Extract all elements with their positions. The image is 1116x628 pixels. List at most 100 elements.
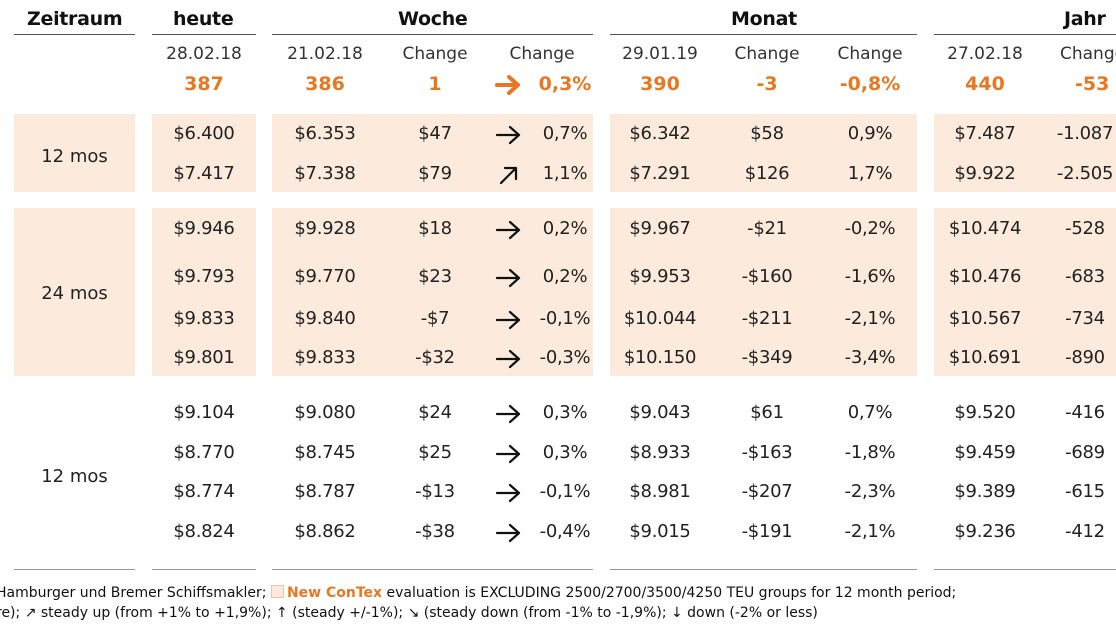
cell-mchg: -$191: [741, 521, 793, 542]
cell-mchg: -$211: [741, 308, 793, 329]
cell-monat: $6.342: [629, 123, 691, 144]
index-heute: 387: [184, 73, 224, 95]
index-woche-change: 1: [428, 73, 442, 95]
cell-woche: $9.833: [294, 347, 356, 368]
index-monat: 390: [640, 73, 680, 95]
group-label: 12 mos: [41, 146, 108, 167]
cell-woche: $8.745: [294, 442, 356, 463]
cell-heute: $9.946: [173, 218, 235, 239]
cell-jchg: -689: [1065, 442, 1105, 463]
group-shade: [934, 208, 1116, 376]
cell-wpct: -0,1%: [539, 308, 591, 329]
footer-line-1: Hamburger und Bremer Schiffsmakler; New …: [0, 585, 956, 601]
cell-woche: $9.928: [294, 218, 356, 239]
arrow-right-icon: [495, 75, 520, 95]
cell-monat: $10.044: [623, 308, 697, 329]
group-shade: [14, 208, 135, 376]
footer-note: evaluation is EXCLUDING 2500/2700/3500/4…: [382, 585, 957, 601]
cell-woche: $9.770: [294, 266, 356, 287]
cell-heute: $9.833: [173, 308, 235, 329]
bottom-rule: [152, 569, 256, 570]
header-woche: Woche: [398, 8, 468, 30]
cell-monat: $10.150: [623, 347, 697, 368]
group-shade: [14, 114, 135, 192]
cell-mpct: 0,7%: [847, 402, 893, 423]
cell-heute: $9.801: [173, 347, 235, 368]
footer-source: Hamburger und Bremer Schiffsmakler;: [0, 585, 267, 601]
monat-change-label: Change: [734, 44, 800, 64]
cell-heute: $8.770: [173, 442, 235, 463]
cell-jahr: $9.922: [954, 163, 1016, 184]
cell-jahr: $10.476: [948, 266, 1022, 287]
cell-monat: $8.933: [629, 442, 691, 463]
cell-mpct: -2,1%: [844, 521, 896, 542]
header-rule: [14, 34, 135, 35]
cell-wpct: 0,7%: [542, 123, 588, 144]
index-monat-change: -3: [756, 73, 778, 95]
cell-wchg: $23: [418, 266, 452, 287]
cell-mchg: -$207: [741, 481, 793, 502]
arrow-up-right-icon: [499, 166, 518, 185]
cell-jchg: -2.505: [1056, 163, 1114, 184]
cell-jahr: $10.474: [948, 218, 1022, 239]
woche-date: 21.02.18: [287, 44, 363, 64]
cell-mpct: 0,9%: [847, 123, 893, 144]
header-jahr: Jahr: [1064, 8, 1106, 30]
cell-wpct: 0,2%: [542, 266, 588, 287]
cell-jahr: $9.520: [954, 402, 1016, 423]
arrow-right-icon: [495, 523, 521, 543]
monat-date: 29.01.19: [622, 44, 698, 64]
header-rule: [272, 34, 593, 35]
cell-heute: $7.417: [173, 163, 235, 184]
cell-heute: $9.104: [173, 402, 235, 423]
cell-jchg: -734: [1065, 308, 1105, 329]
cell-monat: $9.043: [629, 402, 691, 423]
cell-wpct: 0,3%: [542, 442, 588, 463]
cell-woche: $8.862: [294, 521, 356, 542]
cell-jchg: -528: [1065, 218, 1105, 239]
group-shade: [610, 208, 917, 376]
cell-mchg: -$160: [741, 266, 793, 287]
cell-woche: $9.840: [294, 308, 356, 329]
cell-jchg: -890: [1065, 347, 1105, 368]
arrow-right-icon: [495, 310, 521, 330]
cell-mchg: -$349: [741, 347, 793, 368]
group-label: 24 mos: [41, 283, 108, 304]
cell-jchg: -615: [1065, 481, 1105, 502]
cell-wchg: $79: [418, 163, 452, 184]
cell-wpct: 1,1%: [542, 163, 588, 184]
cell-wchg: $25: [418, 442, 452, 463]
jahr-date: 27.02.18: [947, 44, 1023, 64]
cell-monat: $9.015: [629, 521, 691, 542]
cell-mchg: $126: [744, 163, 790, 184]
cell-mchg: -$163: [741, 442, 793, 463]
cell-monat: $9.967: [629, 218, 691, 239]
cell-mchg: $61: [750, 402, 784, 423]
woche-change-pct-label: Change: [509, 44, 575, 64]
cell-mpct: -2,1%: [844, 308, 896, 329]
group-shade: [152, 208, 256, 376]
cell-mpct: -1,8%: [844, 442, 896, 463]
cell-jchg: -416: [1065, 402, 1105, 423]
cell-jahr: $9.236: [954, 521, 1016, 542]
header-zeitraum: Zeitraum: [27, 8, 123, 30]
cell-mpct: 1,7%: [847, 163, 893, 184]
cell-woche: $7.338: [294, 163, 356, 184]
arrow-right-icon: [495, 404, 521, 424]
bottom-rule: [14, 569, 135, 570]
cell-jahr: $7.487: [954, 123, 1016, 144]
bottom-rule: [934, 569, 1116, 570]
cell-woche: $9.080: [294, 402, 356, 423]
cell-jchg: -1.087: [1056, 123, 1114, 144]
cell-monat: $7.291: [629, 163, 691, 184]
group-shade: [934, 114, 1116, 192]
jahr-change-label: Change: [1060, 44, 1116, 64]
cell-wchg: $24: [418, 402, 452, 423]
group-shade: [272, 208, 593, 376]
arrow-right-icon: [495, 444, 521, 464]
index-woche: 386: [305, 73, 345, 95]
cell-heute: $8.824: [173, 521, 235, 542]
monat-change-pct-label: Change: [837, 44, 903, 64]
arrow-right-icon: [495, 349, 521, 369]
cell-wpct: -0,4%: [539, 521, 591, 542]
